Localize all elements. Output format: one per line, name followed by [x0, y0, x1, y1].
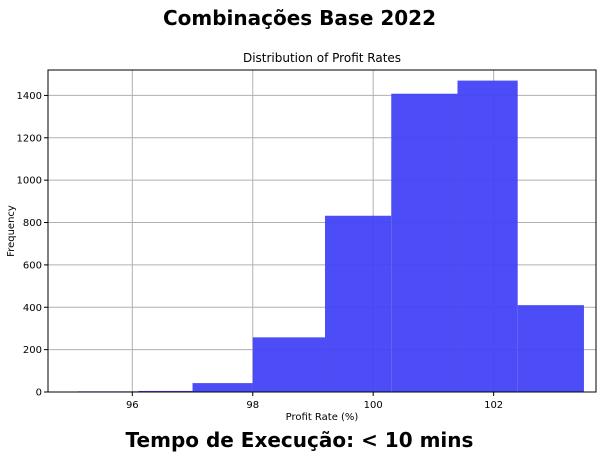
y-tick-label: 0 — [36, 388, 42, 399]
x-tick-label: 100 — [364, 400, 383, 411]
y-axis-label: Frequency — [6, 205, 17, 257]
histogram-bar — [391, 93, 458, 392]
x-tick-label: 102 — [484, 400, 503, 411]
y-tick-label: 1000 — [17, 176, 42, 187]
y-tick-label: 200 — [23, 345, 42, 356]
plot-frame — [47, 69, 597, 393]
chart-title: Distribution of Profit Rates — [243, 51, 401, 65]
histogram-bar — [457, 80, 518, 392]
y-tick-label: 800 — [23, 218, 42, 229]
histogram-bar — [517, 305, 584, 392]
x-tick-label: 96 — [126, 400, 139, 411]
axis-ticks: 96 98 100 102 0 200 400 600 800 1000 1200 1400 — [17, 91, 504, 411]
histogram-bar — [325, 215, 392, 392]
x-tick-label: 98 — [246, 400, 259, 411]
y-tick-label: 1400 — [17, 91, 42, 102]
histogram-bar — [192, 383, 253, 392]
y-tick-label: 600 — [23, 260, 42, 271]
y-tick-label: 400 — [23, 303, 42, 314]
execution-time-text: Tempo de Execução: < 10 mins — [125, 428, 474, 452]
histogram-bar — [138, 390, 193, 392]
y-tick-label: 1200 — [17, 133, 42, 144]
x-axis-label: Profit Rate (%) — [286, 412, 359, 423]
histogram-bars — [78, 80, 584, 392]
histogram-bar — [252, 337, 326, 392]
page-title: Combinações Base 2022 — [162, 6, 437, 30]
